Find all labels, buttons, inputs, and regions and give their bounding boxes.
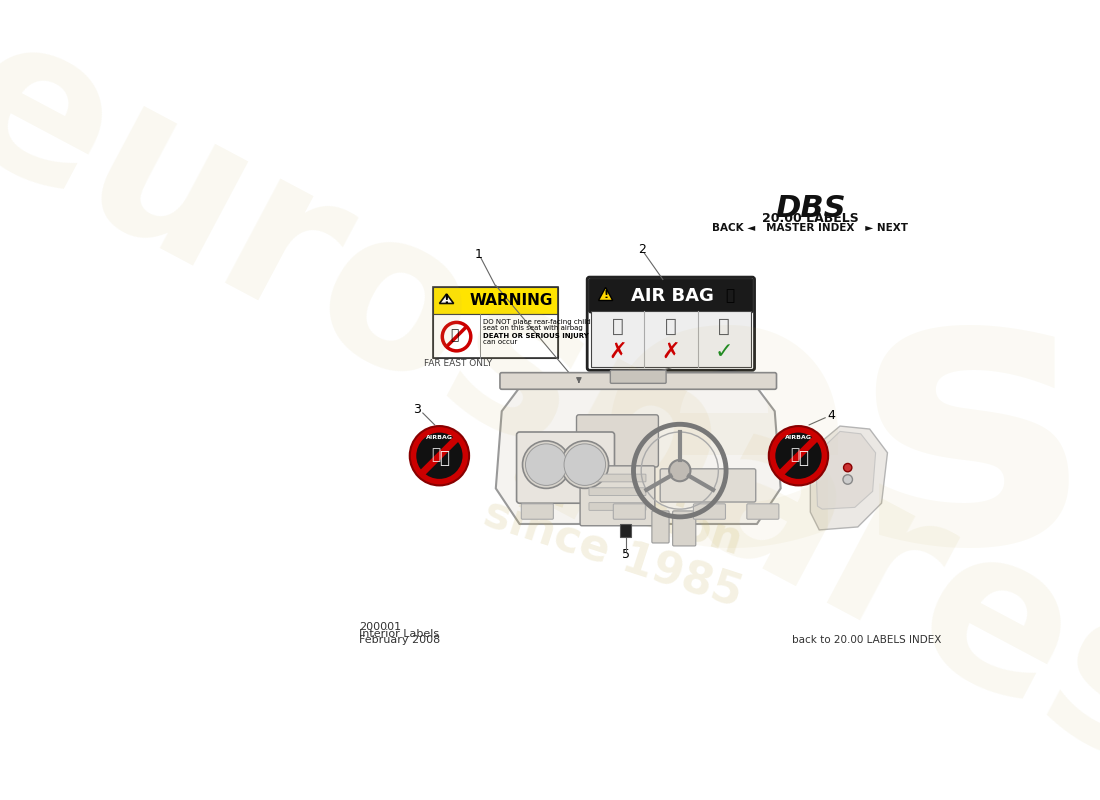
Text: 👶: 👶	[431, 447, 440, 462]
Text: 20.00 LABELS: 20.00 LABELS	[762, 213, 859, 226]
Text: 👶: 👶	[790, 447, 800, 462]
Circle shape	[769, 426, 828, 486]
Text: 💺: 💺	[666, 317, 676, 336]
Text: 200001: 200001	[360, 622, 401, 632]
Text: can occur: can occur	[483, 339, 518, 345]
Text: es: es	[593, 246, 1088, 623]
FancyBboxPatch shape	[576, 414, 659, 467]
Circle shape	[416, 433, 463, 479]
Text: AIRBAG: AIRBAG	[426, 435, 453, 440]
Text: FAR EAST ONLY: FAR EAST ONLY	[425, 358, 493, 368]
FancyBboxPatch shape	[588, 488, 646, 495]
FancyBboxPatch shape	[588, 279, 752, 313]
FancyBboxPatch shape	[500, 373, 777, 390]
Text: !: !	[443, 293, 450, 306]
Polygon shape	[496, 387, 781, 524]
Text: 🪑: 🪑	[799, 449, 808, 467]
Circle shape	[522, 441, 570, 488]
Text: 5: 5	[623, 548, 630, 562]
FancyBboxPatch shape	[620, 524, 631, 537]
Text: DO NOT place rear-facing child: DO NOT place rear-facing child	[483, 318, 591, 325]
FancyBboxPatch shape	[588, 474, 646, 482]
Circle shape	[776, 433, 822, 479]
Circle shape	[410, 426, 469, 486]
Text: 2: 2	[638, 243, 646, 256]
Circle shape	[561, 441, 608, 488]
Text: WARNING: WARNING	[469, 293, 552, 308]
Polygon shape	[439, 294, 453, 303]
FancyBboxPatch shape	[747, 504, 779, 519]
FancyBboxPatch shape	[580, 466, 654, 526]
FancyBboxPatch shape	[652, 511, 669, 543]
Text: AIR BAG: AIR BAG	[631, 286, 714, 305]
Text: 🪑: 🪑	[718, 317, 730, 336]
Text: DEATH OR SERIOUS INJURY: DEATH OR SERIOUS INJURY	[483, 333, 590, 338]
Circle shape	[669, 460, 691, 482]
Circle shape	[526, 444, 566, 486]
FancyBboxPatch shape	[433, 314, 558, 358]
Text: !: !	[603, 290, 608, 300]
Text: 👶: 👶	[451, 328, 459, 342]
Text: 🪑: 🪑	[439, 449, 449, 467]
Polygon shape	[598, 287, 613, 301]
FancyBboxPatch shape	[521, 504, 553, 519]
Text: ✗: ✗	[608, 342, 627, 362]
Text: BACK ◄   MASTER INDEX   ► NEXT: BACK ◄ MASTER INDEX ► NEXT	[713, 223, 909, 233]
Text: a passion
since 1985: a passion since 1985	[478, 444, 762, 616]
Text: AIRBAG: AIRBAG	[785, 435, 812, 440]
FancyBboxPatch shape	[610, 370, 667, 383]
Circle shape	[844, 463, 851, 472]
FancyBboxPatch shape	[588, 502, 646, 510]
FancyBboxPatch shape	[673, 511, 696, 546]
Text: ✓: ✓	[715, 342, 734, 362]
FancyBboxPatch shape	[660, 469, 756, 502]
Text: back to 20.00 LABELS INDEX: back to 20.00 LABELS INDEX	[792, 635, 940, 646]
FancyBboxPatch shape	[693, 504, 726, 519]
Circle shape	[442, 322, 471, 351]
Text: 🗒: 🗒	[726, 288, 735, 303]
Circle shape	[843, 474, 852, 484]
FancyBboxPatch shape	[433, 286, 558, 314]
Polygon shape	[811, 426, 888, 530]
Text: seat on this seat with airbag: seat on this seat with airbag	[483, 325, 583, 330]
FancyBboxPatch shape	[591, 310, 751, 366]
Text: 4: 4	[827, 409, 835, 422]
FancyBboxPatch shape	[614, 504, 646, 519]
Text: 1: 1	[475, 248, 483, 261]
Text: 3: 3	[412, 403, 421, 416]
Text: ✗: ✗	[661, 342, 680, 362]
Text: Interior Labels: Interior Labels	[360, 629, 439, 638]
Circle shape	[564, 444, 606, 486]
Polygon shape	[816, 431, 876, 509]
Text: 🪑: 🪑	[612, 317, 624, 336]
Text: DBS: DBS	[776, 194, 846, 222]
Text: February 2008: February 2008	[360, 635, 441, 646]
FancyBboxPatch shape	[517, 432, 615, 503]
